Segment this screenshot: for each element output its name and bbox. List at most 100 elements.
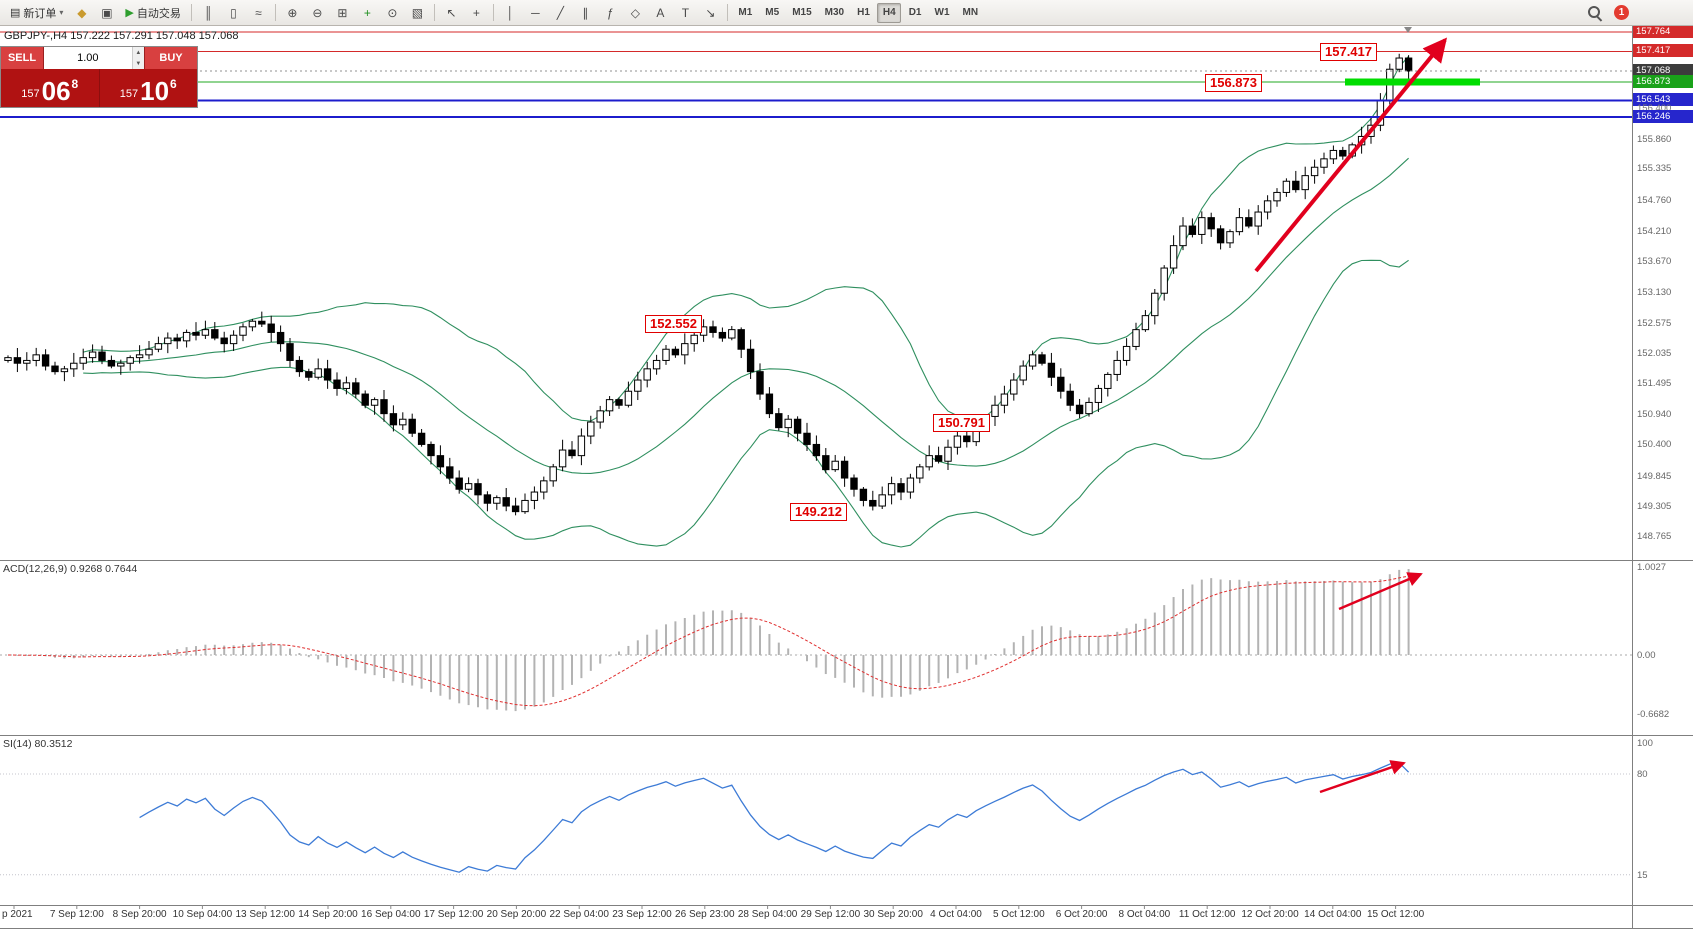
timeframe-w1-button[interactable]: W1 bbox=[934, 7, 950, 18]
candle bbox=[88, 351, 97, 359]
indicators-button[interactable]: + bbox=[356, 2, 379, 23]
horizontal-line-button[interactable]: ─ bbox=[524, 2, 547, 23]
notification-badge[interactable]: 1 bbox=[1614, 5, 1629, 20]
zoom-out-button[interactable]: ⊖ bbox=[306, 2, 329, 23]
price-annotation[interactable]: 152.552 bbox=[645, 315, 702, 333]
cursor-button[interactable]: ↖ bbox=[440, 2, 463, 23]
price-annotation[interactable]: 150.791 bbox=[933, 414, 990, 432]
candle bbox=[1198, 217, 1206, 235]
volume-input[interactable] bbox=[44, 47, 132, 69]
candle bbox=[709, 326, 717, 333]
time-axis-label: 15 Oct 12:00 bbox=[1366, 909, 1425, 920]
candle bbox=[822, 455, 830, 471]
ask-price[interactable]: 157 10 6 bbox=[100, 69, 198, 107]
fibonacci-button[interactable]: ƒ bbox=[599, 2, 622, 23]
candle bbox=[60, 368, 69, 373]
toolbar-items: ▤ 新订单 ▾ ◆ ▣ ▶ 自动交易 ║ ▯ ≈ ⊕ ⊖ ⊞ + ⊙ ▧ ↖ + │ ─ ╱ ∥ ƒ ◇ A T ↘ bbox=[4, 2, 732, 23]
candle bbox=[568, 449, 576, 457]
timeframe-m30-button[interactable]: M30 bbox=[824, 7, 845, 18]
volume-decrease-button[interactable]: ▼ bbox=[132, 58, 144, 69]
candle bbox=[464, 483, 473, 490]
candle bbox=[728, 329, 736, 339]
candle bbox=[671, 348, 680, 356]
candle bbox=[1132, 329, 1140, 347]
candle bbox=[596, 410, 604, 423]
arrow-object-button[interactable]: ↘ bbox=[699, 2, 722, 23]
time-axis-label: 28 Sep 04:00 bbox=[737, 909, 798, 920]
print-button[interactable]: ▣ bbox=[95, 2, 118, 23]
candle bbox=[455, 477, 463, 490]
volume-spinner: ▲ ▼ bbox=[131, 47, 144, 69]
timeframe-mn-button[interactable]: MN bbox=[962, 7, 979, 18]
bid-price[interactable]: 157 06 8 bbox=[1, 69, 99, 107]
price-annotation[interactable]: 149.212 bbox=[790, 503, 847, 521]
candle bbox=[831, 460, 839, 471]
shapes-button[interactable]: ◇ bbox=[624, 2, 647, 23]
trend-arrow[interactable] bbox=[1319, 760, 1406, 794]
macd-axis-label: -0.6682 bbox=[1637, 708, 1670, 720]
rsi-axis-label: 80 bbox=[1637, 769, 1648, 780]
timeframe-h1-button[interactable]: H1 bbox=[857, 7, 870, 18]
alerts-icon: ◆ bbox=[77, 5, 87, 20]
timeframe-h4-button[interactable]: H4 bbox=[877, 2, 902, 23]
candle bbox=[775, 413, 783, 429]
vertical-line-button[interactable]: │ bbox=[499, 2, 522, 23]
tile-windows-button[interactable]: ⊞ bbox=[331, 2, 354, 23]
candle bbox=[634, 379, 642, 392]
main-toolbar: ▤ 新订单 ▾ ◆ ▣ ▶ 自动交易 ║ ▯ ≈ ⊕ ⊖ ⊞ + ⊙ ▧ ↖ + │ ─ ╱ ∥ ƒ ◇ A T ↘ M1 M5 M15… bbox=[0, 0, 1693, 26]
trend-arrow[interactable] bbox=[1254, 37, 1448, 273]
auto-trading-button[interactable]: ▶ 自动交易 bbox=[119, 2, 186, 23]
search-icon[interactable] bbox=[1588, 5, 1602, 20]
candle bbox=[399, 418, 407, 426]
timeframe-m1-button[interactable]: M1 bbox=[738, 7, 753, 18]
bar-chart-button[interactable]: ║ bbox=[197, 2, 220, 23]
new-order-caret-icon: ▾ bbox=[59, 8, 64, 17]
candle-chart-icon: ▯ bbox=[230, 5, 237, 20]
text-label-button[interactable]: T bbox=[674, 2, 697, 23]
auto-trading-label: 自动交易 bbox=[136, 7, 181, 20]
chart-shift-marker[interactable] bbox=[1404, 27, 1412, 33]
candle bbox=[408, 418, 416, 434]
sell-button[interactable]: SELL bbox=[1, 47, 44, 69]
text-button[interactable]: A bbox=[649, 2, 672, 23]
alerts-button[interactable]: ◆ bbox=[70, 2, 93, 23]
price-annotation[interactable]: 156.873 bbox=[1205, 74, 1262, 92]
candle bbox=[79, 357, 87, 364]
candle bbox=[417, 432, 426, 445]
buy-button[interactable]: BUY bbox=[144, 47, 197, 69]
timeframe-m5-button[interactable]: M5 bbox=[765, 7, 780, 18]
candle bbox=[286, 343, 294, 361]
candle-chart-button[interactable]: ▯ bbox=[222, 2, 245, 23]
candle bbox=[1066, 390, 1074, 406]
candle bbox=[944, 446, 952, 462]
timeframe-d1-button[interactable]: D1 bbox=[908, 7, 922, 18]
price-axis-tick: 154.760 bbox=[1637, 195, 1672, 207]
candle bbox=[756, 371, 764, 395]
price-axis-tick: 152.035 bbox=[1637, 347, 1672, 359]
rsi-pane bbox=[0, 762, 1632, 876]
volume-increase-button[interactable]: ▲ bbox=[132, 47, 144, 58]
candle bbox=[934, 455, 943, 462]
line-chart-button[interactable]: ≈ bbox=[247, 2, 270, 23]
periods-button[interactable]: ⊙ bbox=[381, 2, 404, 23]
new-order-button[interactable]: ▤ 新订单 ▾ bbox=[4, 2, 69, 23]
price-annotation[interactable]: 157.417 bbox=[1320, 43, 1377, 61]
trendline-button[interactable]: ╱ bbox=[549, 2, 572, 23]
timeframe-m15-button[interactable]: M15 bbox=[792, 7, 812, 18]
candle bbox=[558, 449, 567, 468]
candle bbox=[1141, 315, 1150, 331]
candle bbox=[1226, 231, 1234, 244]
templates-button[interactable]: ▧ bbox=[406, 2, 429, 23]
candle bbox=[803, 432, 811, 445]
channel-button[interactable]: ∥ bbox=[574, 2, 597, 23]
zoom-in-button[interactable]: ⊕ bbox=[281, 2, 304, 23]
candle bbox=[4, 357, 12, 361]
trend-arrow[interactable] bbox=[1338, 572, 1423, 611]
time-axis-label: 7 Sep 12:00 bbox=[49, 909, 104, 920]
candle bbox=[859, 488, 868, 501]
channel-icon: ∥ bbox=[582, 5, 589, 20]
crosshair-button[interactable]: + bbox=[465, 2, 488, 23]
print-icon: ▣ bbox=[101, 5, 113, 20]
candle bbox=[173, 337, 181, 342]
